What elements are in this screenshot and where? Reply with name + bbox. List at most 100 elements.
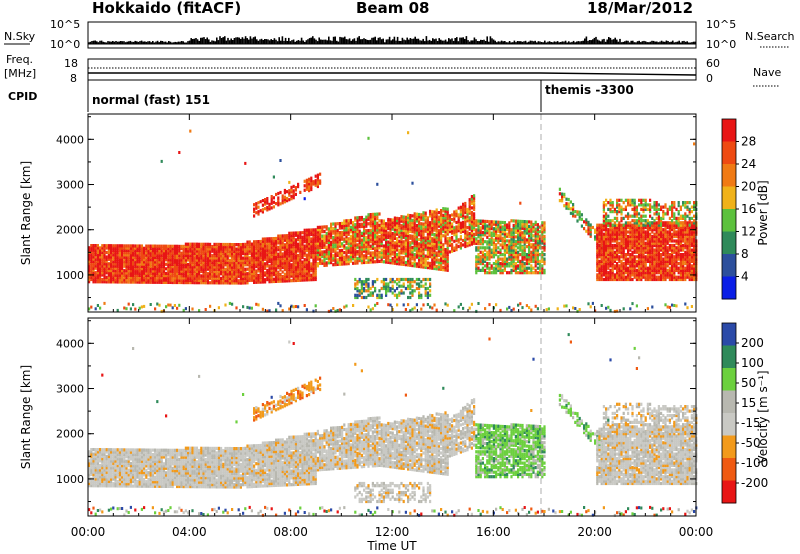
nsky-bar — [670, 41, 672, 44]
nsky-bar — [185, 42, 188, 44]
nsky-bar — [628, 42, 631, 44]
nsky-bar — [305, 40, 308, 44]
nsky-bar — [241, 37, 244, 44]
nsky-bar — [657, 42, 660, 44]
y-tick-label: 1000 — [56, 269, 84, 282]
nsky-bar — [585, 36, 588, 44]
nsky-bar — [684, 41, 687, 44]
nsky-bar — [683, 40, 685, 44]
nsky-bar — [270, 39, 272, 44]
nsky-bar — [195, 38, 197, 44]
nsky-bar — [656, 41, 658, 44]
time-axis-label: Time UT — [366, 539, 417, 553]
nsky-bar — [217, 40, 220, 44]
nsky-bar — [518, 41, 520, 44]
nsky-bar — [552, 42, 554, 44]
nsky-bar — [128, 41, 130, 44]
nsky-bar — [387, 39, 389, 44]
nsky-bar — [384, 42, 386, 44]
nsky-bar — [339, 36, 341, 44]
nsky-bar — [412, 38, 415, 44]
x-tick-label: 00:00 — [679, 525, 714, 539]
nsky-bar — [524, 40, 527, 44]
nsky-bar — [534, 40, 536, 44]
nsky-bar — [313, 38, 316, 44]
nsky-bar — [673, 42, 676, 44]
nsky-bar — [478, 41, 480, 44]
nsky-bar — [304, 41, 306, 44]
nsky-bar — [542, 42, 544, 44]
nsky-bar — [633, 42, 636, 44]
nsky-bar — [376, 40, 378, 44]
nsky-bar — [560, 42, 562, 44]
nsky-bar — [291, 40, 293, 44]
nsky-bar — [668, 42, 671, 44]
nsky-bar — [408, 39, 410, 44]
nsky-bar — [248, 39, 250, 44]
nsky-bar — [236, 37, 239, 44]
date-title: 18/Mar/2012 — [587, 0, 693, 17]
nsky-bar — [566, 42, 568, 44]
nsky-bar — [198, 40, 200, 44]
nsky-bar — [190, 38, 192, 44]
colorbar-segment — [722, 345, 736, 369]
nsky-bar — [468, 41, 471, 44]
nsky-bar — [352, 39, 354, 44]
nsky-bar — [243, 38, 245, 44]
nsky-bar — [630, 40, 632, 44]
nsky-bar — [545, 42, 548, 44]
nsky-bar — [483, 39, 485, 44]
nsky-bar — [230, 38, 232, 44]
colorbar-tick-label: 15 — [741, 396, 756, 410]
nsky-bar — [96, 41, 98, 44]
nsky-bar — [489, 36, 492, 44]
nsky-bar — [611, 39, 613, 44]
freq-panel: Freq. [MHz] 18 8 60 0 Nave — [4, 53, 781, 87]
colorbar-tick-label: 50 — [741, 376, 756, 390]
power-ylabel: Slant Range [km] — [19, 161, 33, 265]
nsky-bar — [609, 37, 612, 44]
colorbar-tick-label: 24 — [741, 157, 756, 171]
nsky-bar — [265, 39, 268, 44]
y-tick-label: 3000 — [56, 383, 84, 396]
nsky-bar — [651, 40, 653, 44]
nsky-bar — [600, 41, 602, 44]
nsky-bar — [219, 36, 221, 44]
nsky-bar — [465, 36, 468, 44]
nsky-bar — [192, 39, 194, 44]
colorbar-segment — [722, 209, 736, 232]
velocity-panel: 4000 3000 2000 1000 Slant Range [km] — [19, 317, 698, 517]
nsky-label: N.Sky — [4, 30, 36, 43]
nsky-bar — [238, 37, 240, 44]
nsky-bar — [260, 38, 263, 44]
nsky-bar — [688, 42, 690, 44]
nsky-bar — [289, 41, 292, 44]
nsky-bar — [273, 38, 276, 44]
nsky-bar — [472, 40, 474, 44]
nsky-bar — [294, 41, 296, 44]
nsky-bar — [331, 40, 333, 44]
nsky-bar — [539, 41, 541, 44]
nsky-bar — [134, 40, 136, 44]
cpid-label: CPID — [8, 90, 37, 103]
nsky-bar — [401, 37, 404, 44]
nsky-bar — [441, 40, 444, 44]
nsky-bar — [116, 41, 119, 44]
colorbar-tick-label: 12 — [741, 225, 756, 239]
nsky-bar — [249, 36, 252, 44]
nsky-bar — [347, 39, 349, 44]
nsky-bar — [592, 39, 594, 44]
nsky-bar — [660, 40, 663, 44]
nsky-bar — [665, 40, 668, 44]
nsky-bar — [312, 36, 314, 44]
nsky-bar — [172, 42, 175, 44]
nsky-bar — [251, 38, 253, 44]
nsky-bar — [577, 41, 580, 44]
nsky-bar — [337, 41, 340, 44]
nsky-bar — [424, 41, 426, 44]
nsky-bar — [120, 41, 122, 44]
nsky-bar — [235, 37, 237, 44]
nsky-bar — [187, 41, 189, 44]
nsky-bar — [659, 41, 661, 44]
